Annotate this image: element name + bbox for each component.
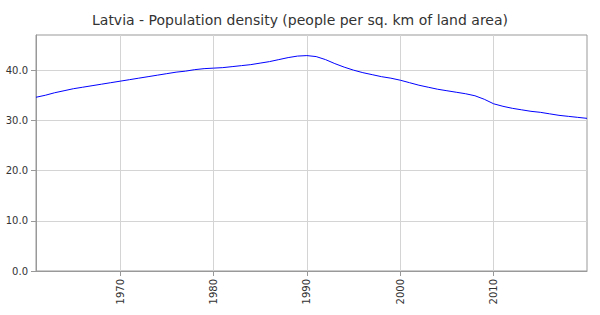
svg-text:2010: 2010 [488,279,499,304]
svg-text:Latvia - Population density (p: Latvia - Population density (people per … [92,12,508,28]
svg-text:30.0: 30.0 [6,115,28,126]
svg-text:0.0: 0.0 [12,266,28,277]
svg-text:10.0: 10.0 [6,215,28,226]
svg-text:20.0: 20.0 [6,165,28,176]
svg-text:2000: 2000 [395,279,406,304]
svg-text:1970: 1970 [115,279,126,304]
svg-text:1990: 1990 [301,279,312,304]
svg-text:1980: 1980 [208,279,219,304]
svg-text:40.0: 40.0 [6,65,28,76]
